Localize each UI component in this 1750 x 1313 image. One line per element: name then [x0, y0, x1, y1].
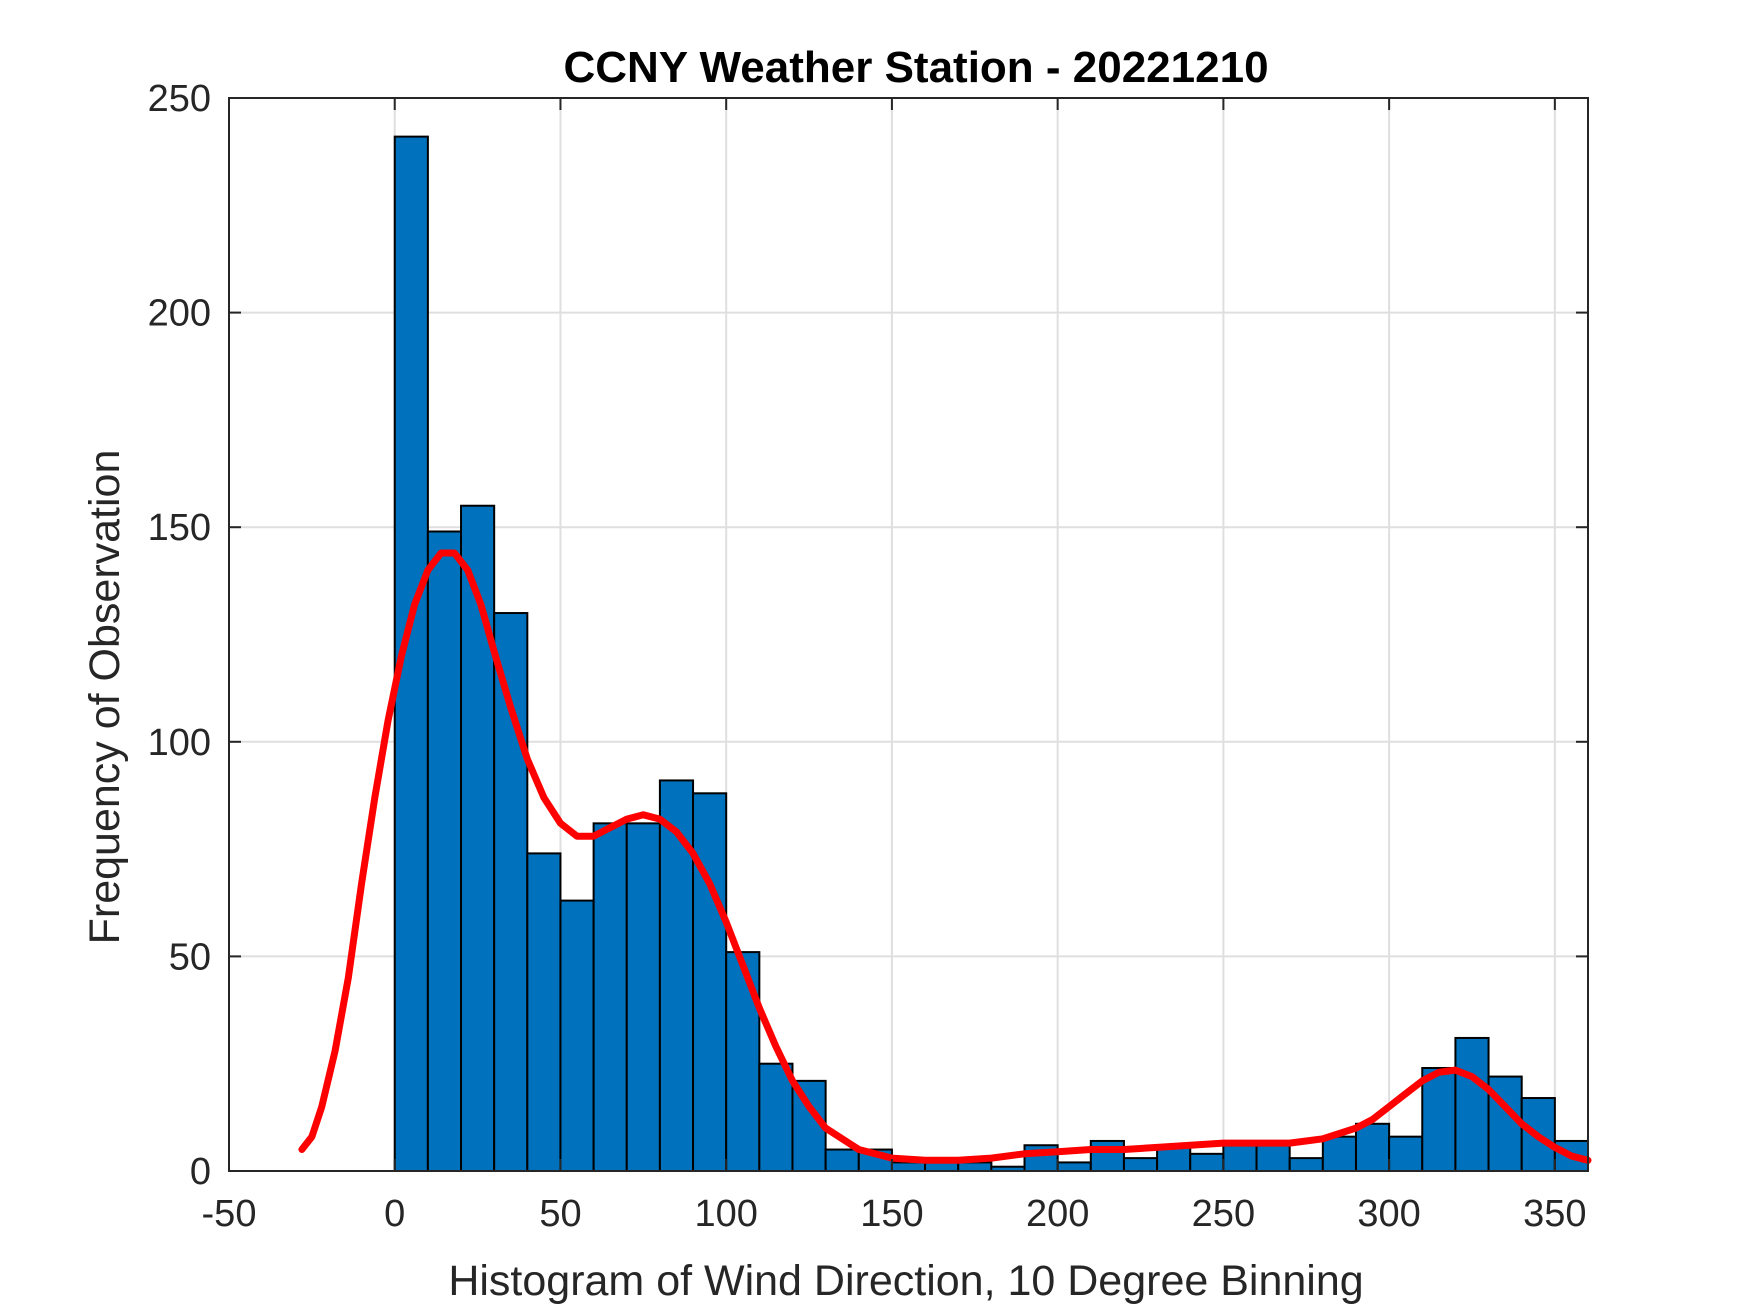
axis-ticks	[228, 97, 1588, 1172]
histogram-bar	[1388, 1135, 1424, 1172]
histogram-bar	[957, 1161, 993, 1173]
histogram-bar	[1321, 1135, 1357, 1172]
y-tick-label: 50	[169, 936, 211, 978]
histogram-bar	[1288, 1157, 1324, 1173]
histogram-bar	[725, 951, 761, 1172]
histogram-bar	[824, 1148, 860, 1173]
histogram-bar	[1122, 1157, 1159, 1173]
x-tick-label: 100	[694, 1193, 757, 1235]
y-tick-label: 200	[148, 293, 211, 335]
x-tick-labels: -50 0 50 100 150 200 250 300 350	[202, 1193, 1587, 1235]
histogram-bar	[460, 504, 496, 1172]
histogram-bar	[1354, 1122, 1391, 1172]
chart-title: CCNY Weather Station - 20221210	[563, 43, 1268, 92]
histogram-bar	[1056, 1161, 1092, 1173]
histogram-bar	[658, 779, 695, 1172]
histogram-bar	[758, 1062, 794, 1172]
histogram-bar	[1189, 1152, 1225, 1173]
histogram-bar	[559, 899, 595, 1172]
histogram-bar	[592, 822, 628, 1173]
histogram-bar	[426, 530, 463, 1172]
x-tick-label: 0	[384, 1193, 405, 1235]
histogram-bar	[1089, 1139, 1125, 1173]
x-tick-label: 150	[860, 1193, 923, 1235]
y-tick-label: 100	[148, 722, 211, 764]
histogram-bar	[526, 852, 562, 1173]
y-tick-label: 250	[148, 78, 211, 120]
histogram-bar	[625, 822, 661, 1173]
axes-box	[228, 97, 1589, 1172]
x-tick-label: -50	[202, 1193, 257, 1235]
y-tick-labels: 0 50 100 150 200 250	[148, 78, 211, 1193]
x-tick-label: 350	[1523, 1193, 1586, 1235]
y-tick-label: 0	[190, 1151, 211, 1193]
histogram-bar	[1421, 1066, 1457, 1172]
density-fit-curve	[298, 549, 1592, 1164]
x-axis-label: Histogram of Wind Direction, 10 Degree B…	[448, 1257, 1363, 1305]
y-axis-label: Frequency of Observation	[81, 450, 129, 945]
y-tick-label: 150	[148, 507, 211, 549]
histogram-bar	[1454, 1036, 1490, 1172]
x-tick-label: 200	[1026, 1193, 1089, 1235]
x-tick-label: 50	[539, 1193, 581, 1235]
x-tick-label: 250	[1192, 1193, 1255, 1235]
histogram-bar	[890, 1161, 927, 1173]
x-tick-label: 300	[1357, 1193, 1420, 1235]
histogram-bar	[692, 792, 728, 1173]
